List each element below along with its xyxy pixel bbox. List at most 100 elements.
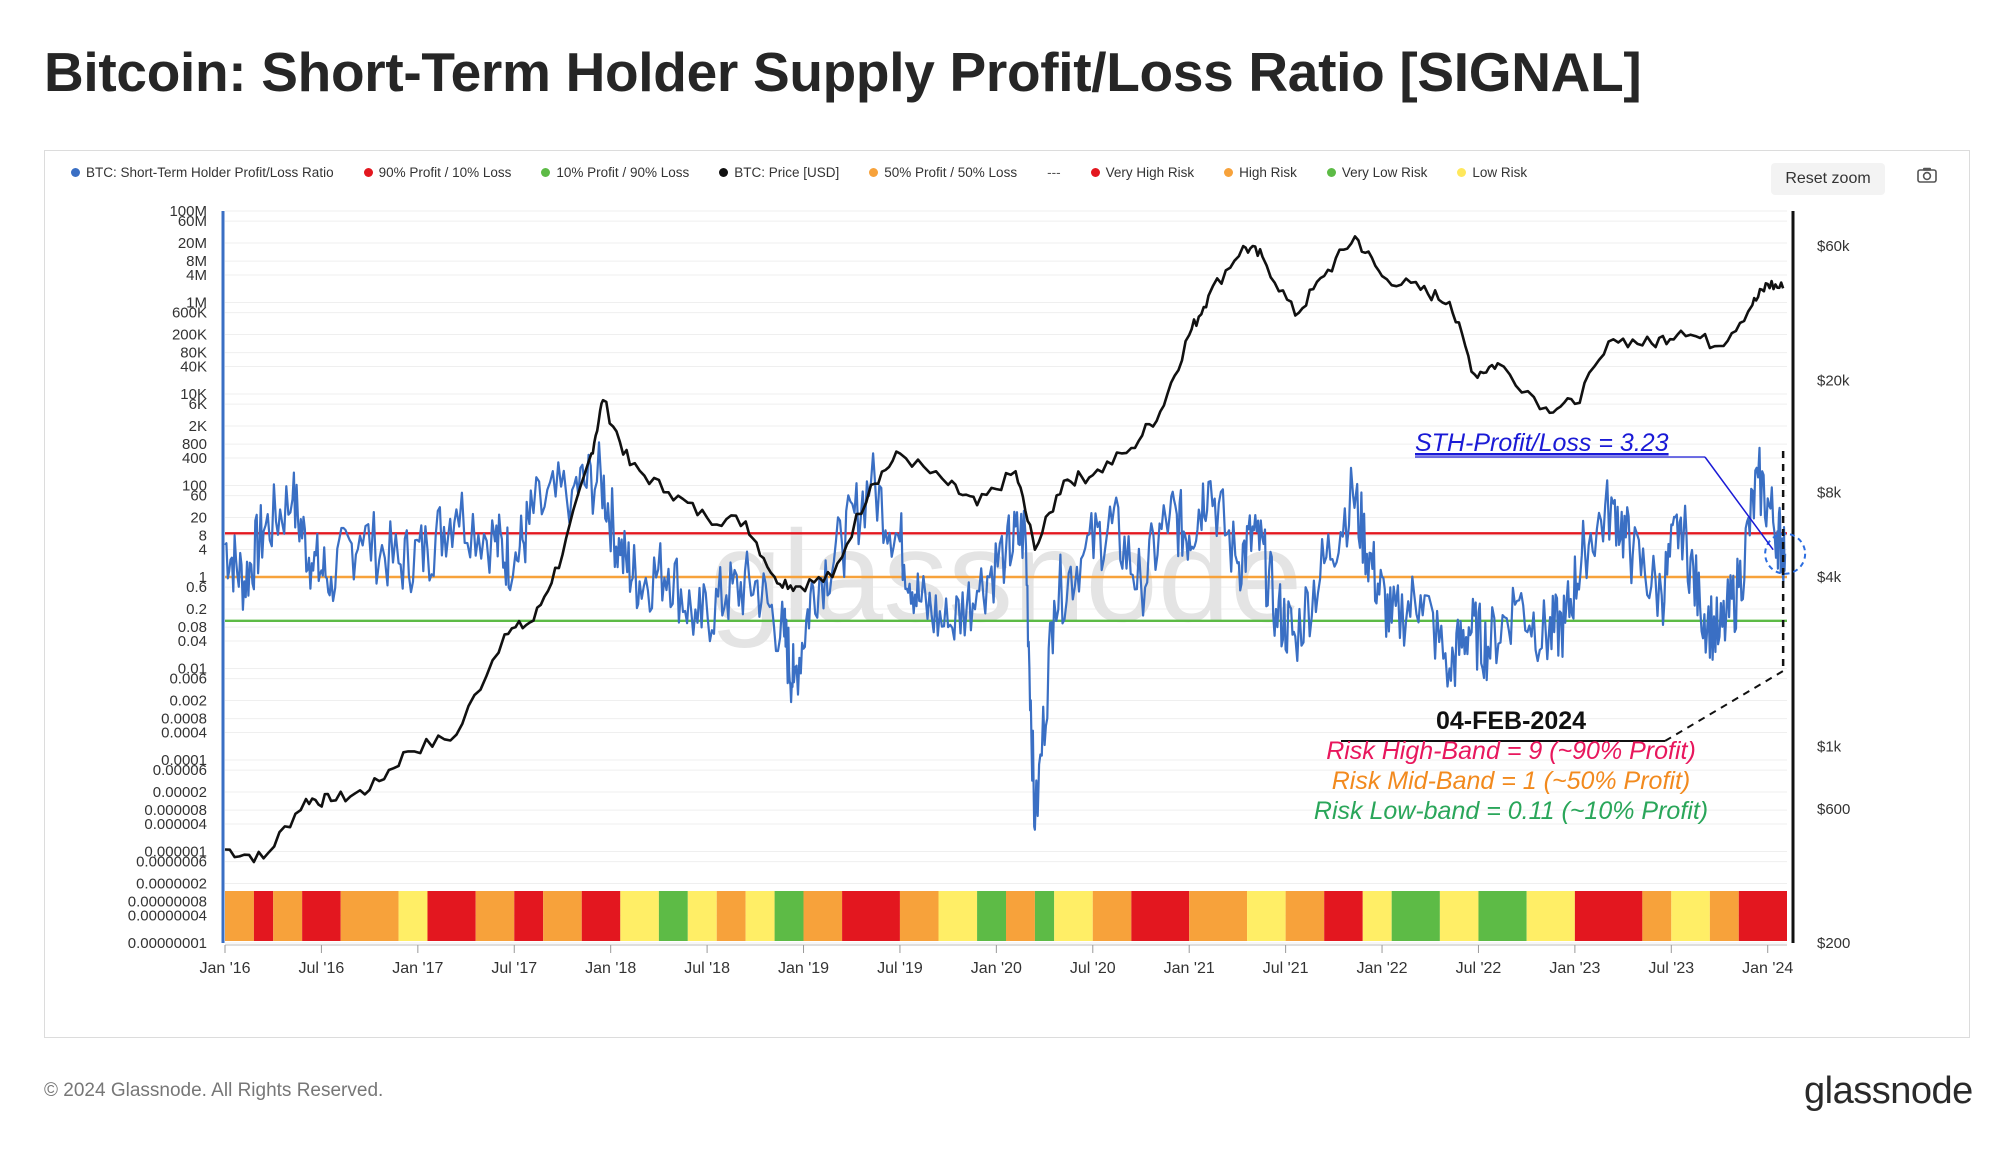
y-tick-label: 0.00000008	[128, 894, 207, 911]
legend-label: 90% Profit / 10% Loss	[378, 165, 512, 180]
heatmap-segment	[273, 891, 303, 941]
y-tick-label: 200K	[172, 326, 207, 343]
y-tick-label: 60	[190, 488, 207, 505]
y-tick-label: 80K	[180, 345, 207, 362]
y-tick-label: 0.0001	[161, 752, 207, 769]
heatmap-segment	[803, 891, 843, 941]
x-tick-label: Jan '16	[199, 960, 250, 977]
low-band-annotation: Risk Low-band = 0.11 (~10% Profit)	[1314, 797, 1708, 825]
heatmap-segment	[514, 891, 544, 941]
date-annotation: 04-FEB-2024	[1436, 707, 1586, 735]
reset-zoom-button[interactable]: Reset zoom	[1771, 163, 1885, 195]
y-tick-label: 0.00000004	[128, 907, 207, 924]
y-tick-label: 6K	[189, 396, 207, 413]
right-tick-label: $20k	[1817, 372, 1850, 389]
legend-item[interactable]: High Risk	[1224, 165, 1297, 180]
y-tick-label: 0.08	[178, 619, 207, 636]
x-tick-label: Jan '23	[1549, 960, 1600, 977]
legend-dot-icon	[1326, 168, 1336, 177]
chart-legend: BTC: Short-Term Holder Profit/Loss Ratio…	[71, 165, 1557, 180]
x-tick-label: Jul '16	[299, 960, 345, 977]
footer-copyright: © 2024 Glassnode. All Rights Reserved.	[44, 1080, 384, 1101]
sth-leader-line	[1704, 456, 1774, 551]
heatmap-segment	[1189, 891, 1248, 941]
heatmap-segment	[1391, 891, 1440, 941]
heatmap-segment	[658, 891, 688, 941]
current-point-marker	[1764, 532, 1807, 575]
legend-dot-icon	[541, 168, 551, 177]
heatmap-segment	[842, 891, 900, 941]
y-tick-label: 0.2	[186, 601, 207, 618]
chart-frame: 100M 60M 20M 8M 4M 1M 600K 200K 80K 40K 10K 6K 2K 800…	[44, 150, 1970, 1038]
heatmap-segment	[977, 891, 1006, 941]
legend-label: BTC: Short-Term Holder Profit/Loss Ratio	[86, 165, 334, 180]
heatmap-segment	[1054, 891, 1093, 941]
mid-band-annotation: Risk Mid-Band = 1 (~50% Profit)	[1332, 767, 1690, 795]
y-tick-label: 0.002	[169, 692, 207, 709]
legend-label: Low Risk	[1472, 165, 1528, 180]
legend-item[interactable]: Very High Risk	[1090, 165, 1194, 180]
right-tick-label: $600	[1817, 801, 1850, 818]
legend-item[interactable]: BTC: Price [USD]	[719, 165, 839, 180]
x-tick-label: Jul '20	[1070, 960, 1116, 977]
glassnode-logo: glassnode	[1804, 1070, 1973, 1112]
heatmap-segment	[543, 891, 582, 941]
right-tick-label: $1k	[1817, 738, 1842, 755]
legend-label: 10% Profit / 90% Loss	[556, 165, 690, 180]
heatmap-segment	[427, 891, 476, 941]
camera-icon[interactable]	[1915, 165, 1939, 189]
legend-label: BTC: Price [USD]	[734, 165, 840, 180]
y-tick-label: 10K	[180, 386, 207, 403]
legend-dot-icon	[869, 168, 879, 177]
y-tick-label: 1	[199, 569, 207, 586]
heatmap-segment	[774, 891, 804, 941]
y-tick-label: 100	[182, 478, 207, 495]
legend-item[interactable]: Very Low Risk	[1326, 165, 1427, 180]
legend-item[interactable]: BTC: Short-Term Holder Profit/Loss Ratio	[71, 165, 334, 180]
right-tick-label: $4k	[1817, 569, 1842, 586]
legend-dot-icon	[1224, 168, 1234, 177]
heatmap-segment	[1285, 891, 1325, 941]
legend-item[interactable]: 90% Profit / 10% Loss	[363, 165, 512, 180]
y-tick-label: 8M	[186, 253, 207, 270]
heatmap-segment	[225, 891, 254, 941]
x-tick-label: Jan '21	[1164, 960, 1215, 977]
heatmap-segment	[899, 891, 939, 941]
y-tick-label: 0.006	[169, 671, 207, 688]
heatmap-segment	[620, 891, 659, 941]
x-tick-label: Jan '19	[778, 960, 829, 977]
legend-dot-icon	[1457, 168, 1467, 177]
legend-item[interactable]: 10% Profit / 90% Loss	[541, 165, 689, 180]
legend-dot-icon	[71, 168, 80, 177]
legend-item[interactable]: 50% Profit / 50% Loss	[869, 165, 1017, 180]
heatmap-segment	[1478, 891, 1527, 941]
heatmap-segment	[1671, 891, 1710, 941]
heatmap-segment	[938, 891, 978, 941]
y-tick-label: 2K	[189, 418, 207, 435]
heatmap-segment	[398, 891, 428, 941]
heatmap-segment	[1131, 891, 1190, 941]
heatmap-segment	[302, 891, 341, 941]
y-tick-label: 4	[199, 541, 207, 558]
y-tick-label: 0.0000006	[136, 854, 207, 871]
heatmap-segment	[1034, 891, 1055, 941]
heatmap-segment	[1324, 891, 1363, 941]
y-tick-label: 0.0004	[161, 724, 207, 741]
heatmap-segment	[745, 891, 775, 941]
heatmap-segment	[1738, 891, 1787, 941]
y-tick-label: 400	[182, 450, 207, 467]
y-tick-label: 600K	[172, 305, 207, 322]
y-tick-label: 8	[199, 528, 207, 545]
heatmap-segment	[1709, 891, 1739, 941]
heatmap-segment	[1574, 891, 1643, 941]
y-tick-label: 20	[190, 509, 207, 526]
page-title: Bitcoin: Short-Term Holder Supply Profit…	[44, 41, 1642, 103]
x-tick-label: Jan '17	[392, 960, 443, 977]
heatmap-segment	[687, 891, 717, 941]
legend-item[interactable]: Low Risk	[1457, 165, 1527, 180]
y-tick-label: 0.000004	[144, 816, 207, 833]
x-tick-label: Jul '17	[491, 960, 537, 977]
y-tick-label: 0.00002	[153, 784, 207, 801]
y-tick-label: 100M	[169, 203, 207, 220]
